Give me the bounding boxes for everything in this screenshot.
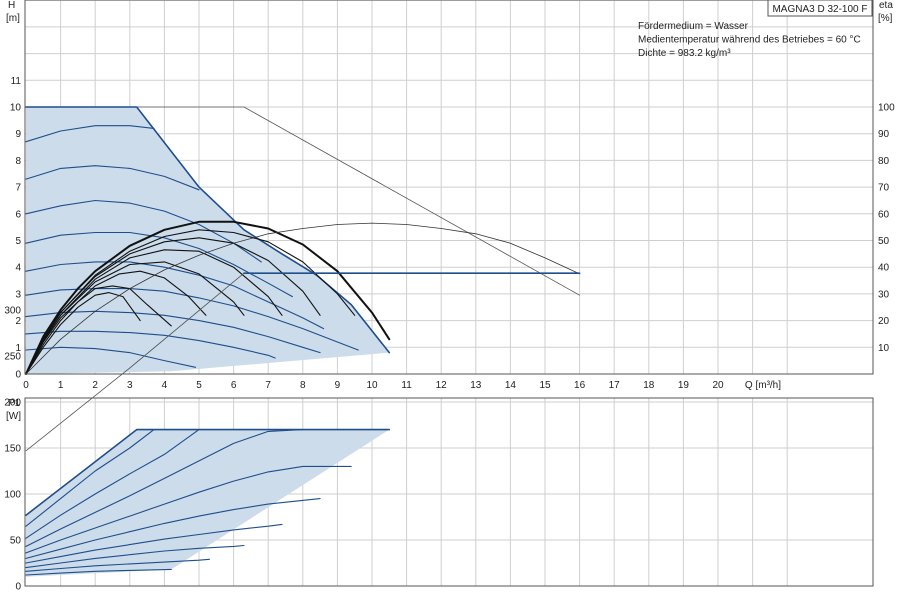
x-tick-label: 16 [574, 380, 586, 391]
title-box [767, 0, 873, 17]
y-axis-unit: [m] [6, 13, 20, 24]
y-tick-label: 10 [10, 103, 22, 114]
x-tick-label: 1 [58, 380, 64, 391]
y-tick-label: 50 [10, 536, 22, 547]
series-speed-head [25, 125, 155, 143]
y-tick-label: 11 [11, 76, 22, 87]
series-efficiency-head [25, 270, 207, 375]
y-tick-label: 6 [15, 209, 21, 220]
y-tick-label: 8 [15, 156, 21, 167]
y-axis-label: H [8, 0, 15, 11]
x-tick-label: 11 [401, 380, 412, 391]
y-tick-label: 150 [4, 444, 21, 455]
series-envelope-head [25, 106, 391, 354]
plot-frame-head [24, 0, 874, 375]
series-speed-head [25, 199, 262, 263]
series-efficiency-head [25, 261, 245, 375]
series-speed-power [25, 498, 321, 559]
x-tick-label: 15 [539, 380, 551, 391]
x-tick-label: 2 [92, 380, 98, 391]
y-tick-label: 300 [4, 306, 21, 317]
y-tick-label: 250 [4, 352, 21, 363]
y-tick-label: 0 [15, 370, 21, 381]
series-speed-power [25, 465, 352, 554]
y-axis-label: P1 [8, 398, 21, 409]
series-speed-head [25, 310, 321, 354]
y-tick-label: 7 [15, 183, 21, 194]
x-tick-label: 14 [505, 380, 517, 391]
series-efficiency-extension-head [25, 222, 580, 375]
y2-tick-label: 80 [878, 156, 890, 167]
y2-tick-label: 30 [878, 289, 890, 300]
y2-tick-label: 70 [878, 183, 890, 194]
series-speed-power [25, 429, 304, 547]
y2-tick-label: 20 [878, 316, 890, 327]
operating-area-power [26, 429, 390, 577]
series-speed-head [25, 231, 293, 298]
y-tick-label: 100 [4, 490, 21, 501]
series-efficiency-max-head [25, 220, 391, 375]
x-tick-label: 19 [678, 380, 690, 391]
y2-tick-label: 40 [878, 263, 890, 274]
x-tick-label: 13 [470, 380, 482, 391]
x-tick-label: 3 [127, 380, 133, 391]
y-tick-label: 0 [15, 582, 21, 593]
series-speed-head [25, 330, 276, 359]
y-tick-label: 3 [15, 289, 21, 300]
plot-frame-power [24, 397, 874, 587]
series-envelope-power [25, 428, 391, 517]
y2-tick-label: 10 [878, 343, 890, 354]
medium-info-line: Dichte = 983.2 kg/m³ [638, 48, 731, 59]
series-efficiency-head [25, 237, 321, 375]
y-tick-label: 5 [15, 236, 21, 247]
y2-tick-label: 50 [878, 236, 890, 247]
series-efficiency-head [25, 285, 172, 375]
y-tick-label: 4 [15, 263, 21, 274]
x-tick-label: 18 [643, 380, 655, 391]
series-speed-power [25, 568, 172, 576]
y-tick-label: 200 [4, 398, 21, 409]
y2-axis-unit: [%] [878, 13, 893, 24]
x-tick-label: 8 [300, 380, 306, 391]
series-speed-power [25, 523, 283, 564]
y-tick-label: 9 [15, 129, 21, 140]
x-tick-label: 6 [231, 380, 237, 391]
x-tick-label: 0 [23, 380, 29, 391]
chart-title: MAGNA3 D 32-100 F [772, 4, 867, 15]
medium-info-line: Fördermedium = Wasser [638, 21, 749, 32]
series-efficiency-head [25, 292, 141, 375]
medium-info-line: Medientemperatur während des Betriebes =… [638, 35, 861, 46]
x-axis-label: Q [m³/h] [745, 380, 781, 391]
y-tick-label: 2 [15, 316, 21, 327]
series-speed-power [25, 429, 200, 539]
y-axis-unit: [W] [6, 411, 21, 422]
x-tick-label: 5 [196, 380, 202, 391]
y2-tick-label: 100 [878, 103, 895, 114]
series-speed-power [25, 558, 210, 572]
series-speed-head [25, 346, 197, 368]
series-speed-power [25, 429, 155, 527]
series-speed-power [25, 544, 245, 569]
x-tick-label: 12 [436, 380, 448, 391]
y2-tick-label: 60 [878, 209, 890, 220]
y-tick-label: 1 [15, 343, 21, 354]
x-tick-label: 17 [609, 380, 621, 391]
x-tick-label: 7 [265, 380, 271, 391]
x-tick-label: 4 [162, 380, 168, 391]
series-speed-head [25, 165, 200, 191]
x-tick-label: 10 [366, 380, 378, 391]
series-speed-head [25, 261, 325, 330]
y2-axis-label: eta [879, 0, 893, 11]
y2-tick-label: 90 [878, 129, 890, 140]
x-tick-label: 9 [335, 380, 341, 391]
x-tick-label: 20 [712, 380, 724, 391]
operating-area-head [26, 107, 390, 374]
